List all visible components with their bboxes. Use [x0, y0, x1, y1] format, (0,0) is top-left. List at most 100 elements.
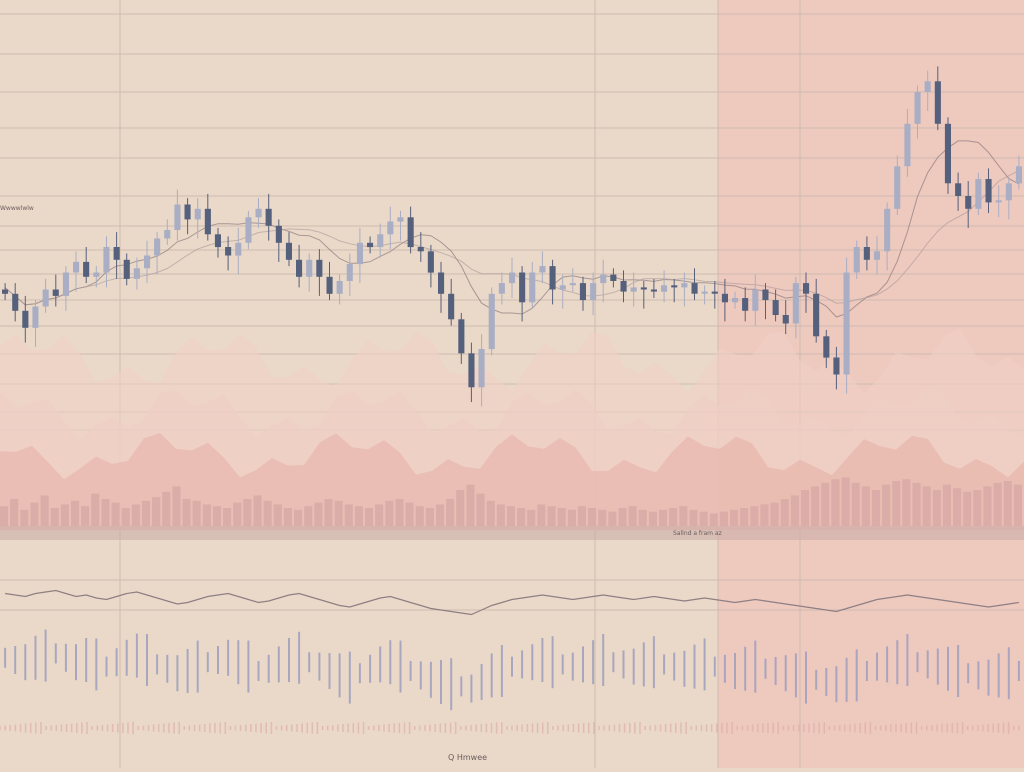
volume-bar — [790, 495, 799, 526]
candle-body — [843, 272, 850, 375]
candle-body — [113, 247, 120, 260]
candle-body — [630, 287, 637, 292]
volume-bar — [395, 499, 404, 526]
candle-body — [904, 123, 911, 167]
volume-bar — [131, 504, 140, 526]
volume-bar — [466, 484, 475, 526]
volume-bar — [963, 491, 972, 526]
candle-body — [539, 266, 546, 273]
candle-body — [944, 123, 951, 184]
volume-bar — [942, 484, 951, 526]
candle-body — [42, 289, 49, 307]
volume-bar — [304, 506, 313, 526]
candle-body — [377, 234, 384, 248]
candle-body — [498, 283, 505, 294]
bottom-note: Q Hmwee — [448, 753, 487, 762]
volume-bar — [253, 495, 262, 526]
volume-bar — [557, 508, 566, 526]
candle-body — [184, 204, 191, 220]
volume-bar — [871, 490, 880, 526]
volume-bar — [588, 508, 597, 526]
candle-body — [559, 285, 566, 290]
volume-bar — [486, 500, 495, 526]
candle-body — [265, 208, 272, 226]
volume-bar — [324, 499, 333, 526]
volume-bar — [902, 479, 911, 526]
volume-bar — [993, 482, 1002, 526]
volume-bar — [385, 500, 394, 526]
candle-body — [579, 283, 586, 301]
volume-bar — [598, 509, 607, 526]
volume-bar — [243, 499, 252, 526]
candle-body — [356, 242, 363, 265]
volume-bar — [679, 506, 688, 526]
volume-bar — [740, 508, 749, 526]
oscillator-pane — [4, 589, 1020, 711]
volume-bar — [527, 509, 536, 526]
candle-body — [1005, 183, 1012, 201]
candle-body — [721, 293, 728, 303]
volume-bar — [567, 509, 576, 526]
volume-bar — [801, 490, 810, 526]
noise-band — [0, 722, 1020, 734]
volume-bar — [91, 493, 100, 526]
volume-bar — [263, 500, 272, 526]
candle-body — [742, 298, 749, 311]
candle-body — [103, 247, 110, 273]
candle-body — [336, 281, 343, 294]
volume-bar — [456, 490, 465, 526]
candle-body — [701, 291, 708, 294]
candle-body — [955, 183, 962, 196]
volume-bar — [811, 486, 820, 526]
volume-bar — [1003, 481, 1012, 526]
volume-bar — [506, 506, 515, 526]
candle-body — [519, 272, 526, 303]
candle-body — [762, 289, 769, 301]
candle-body — [285, 242, 292, 260]
volume-bar — [141, 500, 150, 526]
volume-bar — [375, 504, 384, 526]
candle-body — [32, 306, 39, 328]
volume-bar — [172, 486, 181, 526]
volume-bar — [283, 508, 292, 526]
volume-bar — [314, 502, 323, 526]
volume-bar — [233, 502, 242, 526]
volume-bar — [334, 500, 343, 526]
candle-body — [397, 217, 404, 222]
candle-body — [316, 259, 323, 277]
candle-body — [458, 319, 465, 354]
volume-bar — [223, 508, 232, 526]
candle-body — [306, 259, 313, 277]
oscillator-line — [5, 589, 1019, 616]
volume-bar — [608, 511, 617, 526]
candle-body — [792, 283, 799, 324]
volume-bar — [81, 506, 90, 526]
candle-body — [62, 272, 69, 296]
volume-bar — [547, 506, 556, 526]
volume-bars — [0, 477, 1022, 526]
separator-band — [0, 526, 1024, 540]
volume-bar — [932, 490, 941, 526]
volume-bar — [648, 511, 657, 526]
volume-bar — [730, 509, 739, 526]
candle-body — [782, 315, 789, 324]
volume-bar — [354, 506, 363, 526]
candle-body — [154, 238, 161, 256]
volume-bar — [20, 509, 29, 526]
candle-body — [650, 289, 657, 292]
candle-body — [235, 242, 242, 256]
candle-body — [417, 247, 424, 252]
candle-body — [995, 200, 1002, 203]
moving-average-fast — [4, 140, 1020, 318]
candle-body — [174, 204, 181, 230]
candle-body — [245, 217, 252, 243]
volume-bar — [496, 504, 505, 526]
volume-bar — [162, 491, 171, 526]
volume-bar — [517, 508, 526, 526]
candle-body — [803, 283, 810, 294]
volume-bar — [973, 490, 982, 526]
candle-body — [164, 230, 171, 239]
volume-bar — [922, 486, 931, 526]
candle-body — [772, 300, 779, 315]
